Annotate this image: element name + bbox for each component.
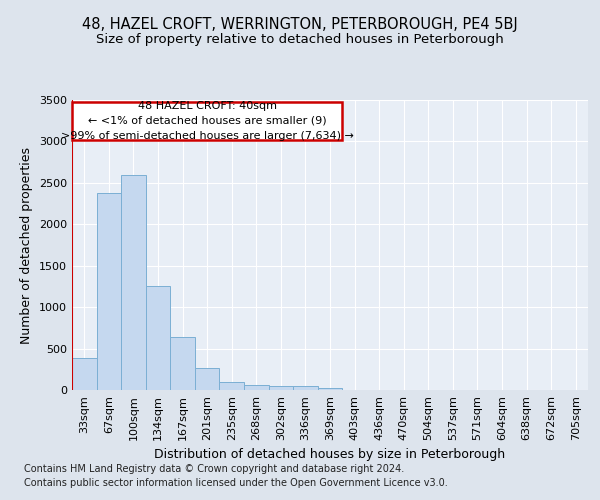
Bar [293,386,318,390]
Y-axis label: Number of detached properties: Number of detached properties [20,146,34,344]
Text: Contains HM Land Registry data © Crown copyright and database right 2024.
Contai: Contains HM Land Registry data © Crown c… [24,464,448,487]
Bar [72,358,97,390]
Bar [244,386,269,390]
Bar [170,337,195,390]
Bar [195,368,220,390]
X-axis label: Distribution of detached houses by size in Peterborough: Distribution of detached houses by size … [154,448,506,461]
Bar [97,193,121,390]
Bar [146,286,170,390]
Bar [121,176,146,390]
Text: 48 HAZEL CROFT: 40sqm
← <1% of detached houses are smaller (9)
>99% of semi-deta: 48 HAZEL CROFT: 40sqm ← <1% of detached … [61,101,354,140]
Bar [220,382,244,390]
Text: Size of property relative to detached houses in Peterborough: Size of property relative to detached ho… [96,32,504,46]
Bar [318,388,342,390]
Text: 48, HAZEL CROFT, WERRINGTON, PETERBOROUGH, PE4 5BJ: 48, HAZEL CROFT, WERRINGTON, PETERBOROUG… [82,18,518,32]
FancyBboxPatch shape [73,102,342,140]
Bar [269,386,293,390]
